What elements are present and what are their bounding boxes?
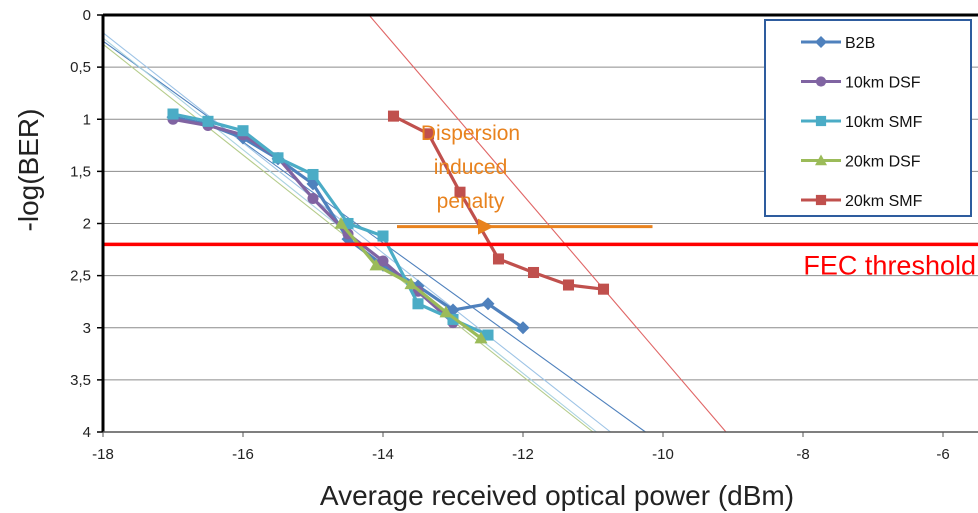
x-tick-label: -6 (936, 446, 949, 463)
data-point (167, 108, 179, 120)
data-point (474, 331, 488, 344)
legend-label: 10km SMF (845, 114, 923, 131)
y-tick-label: 1,5 (70, 163, 91, 180)
x-tick-label: -14 (372, 446, 394, 463)
data-point (307, 192, 319, 205)
data-point (492, 253, 505, 265)
data-point (815, 76, 827, 87)
data-point (422, 128, 435, 140)
trendline (102, 32, 611, 433)
penalty-arrowhead (478, 218, 494, 235)
annotation-text: Dispersion (421, 122, 520, 145)
x-tick-label: -8 (796, 446, 809, 463)
x-tick-label: -16 (232, 446, 254, 463)
data-point (272, 152, 284, 164)
data-point (439, 305, 453, 318)
y-tick-label: 3 (83, 320, 91, 337)
legend-label: 20km SMF (845, 193, 923, 210)
data-point (377, 230, 389, 242)
data-point (815, 154, 827, 166)
y-tick-label: 2 (83, 216, 91, 233)
data-point (815, 36, 827, 48)
y-tick-label: 4 (83, 424, 91, 441)
y-tick-label: 0,5 (70, 59, 91, 76)
data-point (342, 217, 354, 230)
data-point (815, 194, 827, 206)
data-point (527, 266, 540, 279)
y-tick-label: 3,5 (70, 372, 91, 389)
y-axis-title: -log(BER) (13, 109, 44, 232)
y-tick-label: 0 (83, 7, 91, 24)
legend-label: B2B (845, 35, 875, 52)
data-point (597, 283, 610, 295)
data-point (377, 255, 389, 267)
data-point (237, 125, 249, 137)
legend-label: 10km DSF (845, 75, 921, 92)
axes: 0 0,5 1 1,5 2 2,5 3 3,5 4-18 -16 -14 -12 -10 -8 -6 (70, 7, 978, 463)
x-axis-title: Average received optical power (dBm) (320, 480, 794, 511)
threshold-label: FEC threshold (803, 250, 976, 280)
data-point (481, 297, 495, 311)
annotation-text: penalty (437, 190, 505, 213)
legend-label: 20km DSF (845, 154, 921, 171)
data-point (387, 110, 400, 122)
data-point (562, 279, 575, 291)
data-series (166, 108, 610, 344)
x-tick-label: -10 (652, 446, 674, 463)
data-point (516, 321, 530, 335)
series-line (172, 112, 489, 337)
trendline (102, 40, 646, 433)
x-tick-label: -18 (92, 446, 114, 463)
data-point (334, 217, 348, 229)
data-point (404, 277, 418, 290)
legend-box (764, 19, 972, 217)
fec-threshold: FEC threshold (103, 242, 978, 280)
data-point (454, 186, 466, 198)
y-tick-label: 2,5 (70, 268, 91, 285)
data-point (482, 329, 494, 341)
dispersion-annotation: Dispersion induced penalty (397, 122, 653, 235)
data-point (307, 168, 319, 181)
trendlines (102, 14, 727, 433)
x-tick-label: -12 (512, 446, 534, 463)
data-point (369, 258, 383, 271)
data-point (412, 298, 424, 310)
y-tick-label: 1 (83, 111, 91, 128)
data-point (447, 313, 459, 325)
data-point (815, 115, 827, 127)
legend: B2B 10km DSF 10km SMF 20km DSF 20km SMF (764, 19, 972, 217)
data-point (202, 115, 214, 127)
trendline (368, 14, 727, 433)
annotation-text: induced (434, 156, 508, 179)
